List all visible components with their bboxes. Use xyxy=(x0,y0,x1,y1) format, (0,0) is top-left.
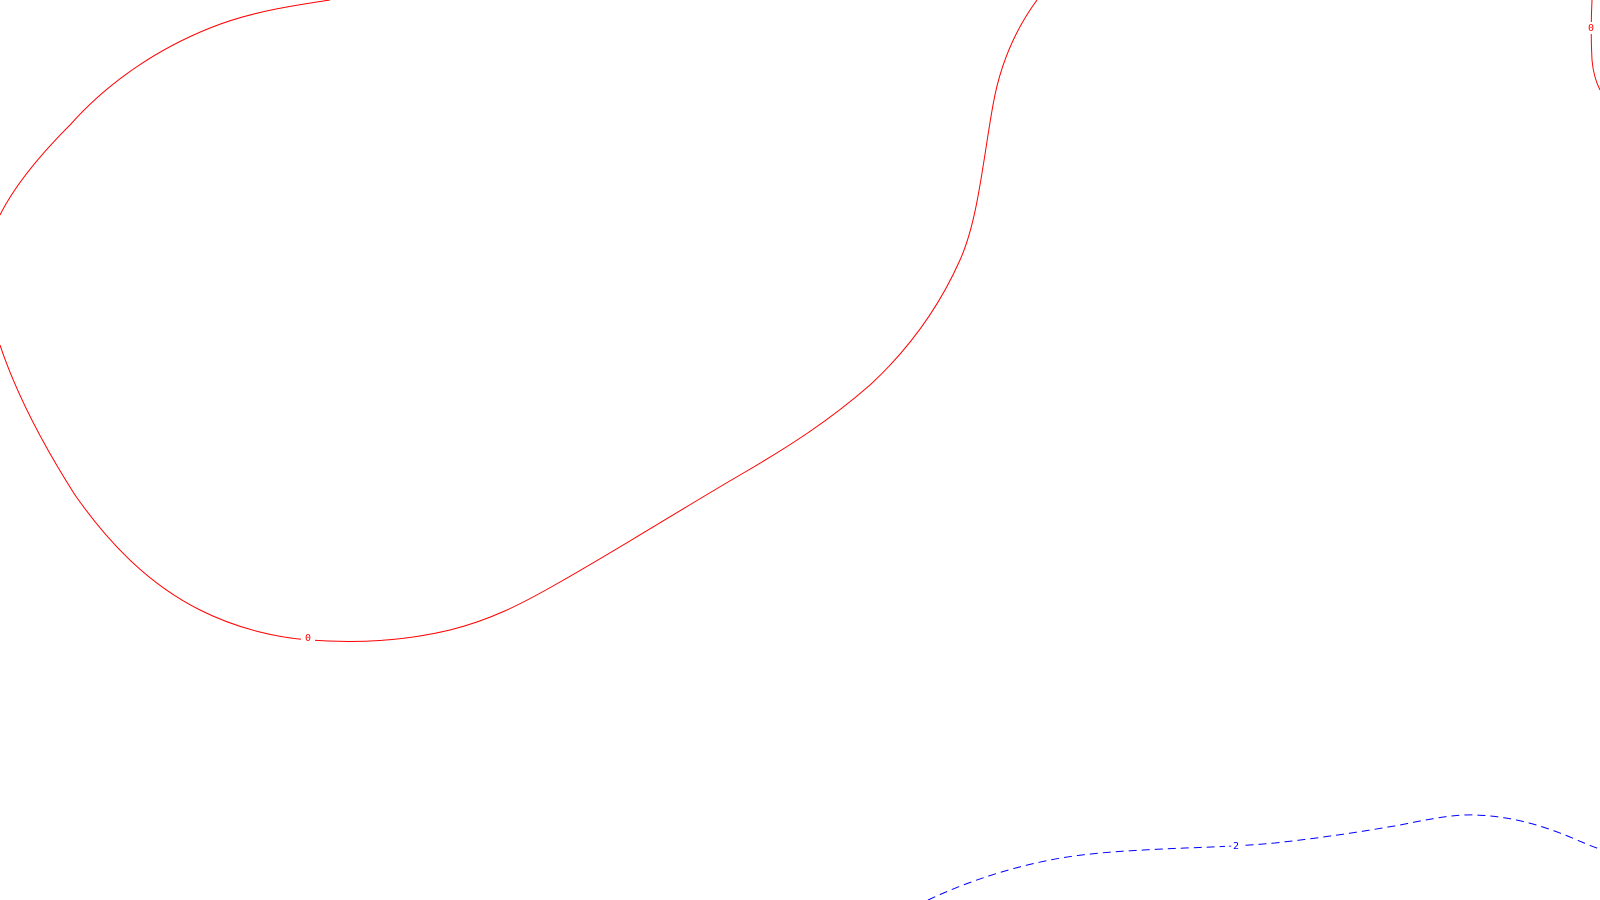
contour-line-neg-two xyxy=(927,814,1600,900)
contour-label-zero-main: 0 xyxy=(305,633,311,644)
contour-label-bg xyxy=(1585,22,1597,34)
contour-label-neg-two: -2 xyxy=(1227,841,1239,852)
contour-label-bg xyxy=(1225,840,1241,852)
contour-label-zero-edge: 0 xyxy=(1588,23,1594,34)
contour-line-zero-edge xyxy=(1590,0,1600,91)
contour-label-bg xyxy=(301,631,315,643)
contour-line-zero-main-lower xyxy=(0,0,1038,642)
contour-line-zero-main xyxy=(0,0,331,216)
